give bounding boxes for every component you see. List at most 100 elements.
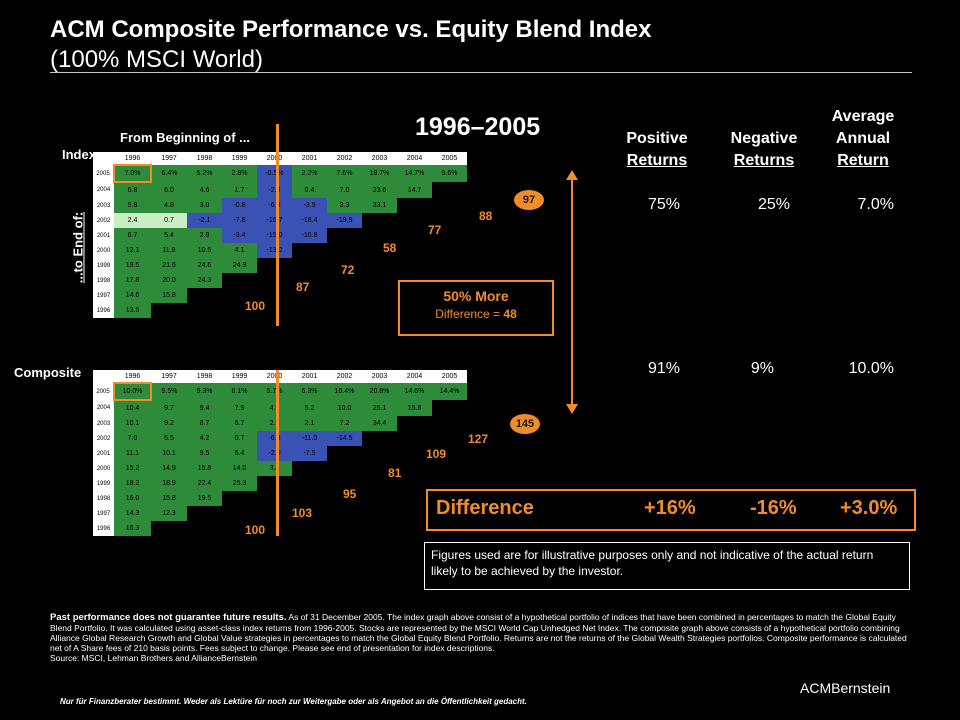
grid-cell: 14.7% — [397, 165, 432, 182]
index-count-97-badge: 97 — [514, 190, 544, 210]
brand-logo: ACMBernstein — [800, 680, 891, 696]
grid-row: 2002 7.0 5.5 4.2 0.7 -6.3 -11.0 -14.5 — [93, 431, 467, 446]
grid-cell: 25.3 — [222, 476, 257, 491]
grid-cell — [362, 491, 397, 506]
grid-cell — [397, 476, 432, 491]
grid-cell: 9.7 — [151, 400, 187, 416]
grid-cell — [432, 258, 467, 273]
grid-cell — [362, 476, 397, 491]
composite-count-81: 81 — [388, 466, 402, 480]
grid-cell — [327, 506, 362, 521]
grid-row-header: 1999 — [93, 258, 114, 273]
grid-cell — [432, 446, 467, 461]
grid-cell: 20.8% — [362, 383, 397, 400]
grid-year-header: 2003 — [362, 370, 397, 383]
grid-row-header: 2004 — [93, 182, 114, 198]
index-label: Index — [62, 147, 96, 162]
grid-cell — [257, 476, 292, 491]
grid-cell: 4.1 — [222, 243, 257, 258]
negative-returns-header: Negative Returns — [730, 130, 798, 169]
grid-cell — [432, 288, 467, 303]
grid-cell: 24.6 — [187, 258, 222, 273]
grid-year-header: 2002 — [327, 152, 362, 165]
grid-cell: -16.8 — [292, 228, 327, 243]
composite-count-127: 127 — [468, 432, 489, 446]
grid-cell: 2.5 — [257, 416, 292, 431]
grid-cell: -2.4 — [257, 182, 292, 198]
grid-row-header: 1998 — [93, 273, 114, 288]
grid-cell: 6.4% — [151, 165, 187, 182]
grid-cell: 1.7 — [222, 182, 257, 198]
grid-row-header: 2001 — [93, 446, 114, 461]
grid-cell: 11.1 — [114, 446, 151, 461]
grid-cell — [362, 243, 397, 258]
grid-cell: 5.2 — [292, 400, 327, 416]
grid-cell: 10.0% — [113, 382, 152, 401]
grid-cell — [292, 476, 327, 491]
grid-cell — [362, 431, 397, 446]
grid-cell: 16.0 — [114, 491, 151, 506]
grid-cell: 6.7 — [222, 416, 257, 431]
grid-cell — [362, 521, 397, 536]
grid-cell — [397, 521, 432, 536]
grid-year-header: 1999 — [222, 370, 257, 383]
grid-cell: -0.8 — [222, 198, 257, 213]
grid-row-header: 2005 — [93, 165, 114, 182]
composite-positive-returns: 91% — [647, 360, 680, 377]
index-average-return: 7.0% — [857, 196, 894, 213]
grid-cell: 10.1 — [114, 416, 151, 431]
grid-year-header: 2005 — [432, 370, 467, 383]
grid-cell — [222, 506, 257, 521]
grid-cell — [151, 521, 187, 536]
difference-average: +3.0% — [840, 497, 898, 519]
grid-cell: 12.3 — [151, 506, 187, 521]
grid-row: 1997 14.6 15.8 — [93, 288, 467, 303]
grid-row-header: 2001 — [93, 228, 114, 243]
index-grid: 1996 1997 1998 1999 2000 2001 2002 2003 2004 2005… — [93, 152, 467, 318]
grid-year-header: 1996 — [114, 370, 151, 383]
grid-cell: 4.8 — [151, 198, 187, 213]
grid-cell — [432, 228, 467, 243]
grid-cell: 4.6 — [187, 182, 222, 198]
grid-row: 2001 11.1 10.1 9.5 6.4 -2.0 -7.5 — [93, 446, 467, 461]
page-subtitle: (100% MSCI World) — [50, 46, 263, 73]
grid-row: 2003 10.1 9.2 8.7 6.7 2.5 2.1 7.2 34.4 — [93, 416, 467, 431]
grid-cell: 18.9 — [151, 476, 187, 491]
grid-cell: -19.9 — [327, 213, 362, 228]
grid-cell — [397, 416, 432, 431]
grid-year-header: 2003 — [362, 152, 397, 165]
grid-cell: -6.3 — [257, 431, 292, 446]
grid-cell — [327, 228, 362, 243]
title-divider — [50, 72, 912, 73]
grid-cell — [397, 431, 432, 446]
grid-cell — [292, 258, 327, 273]
grid-cell — [432, 476, 467, 491]
grid-cell: 11.8 — [151, 243, 187, 258]
grid-year-header: 2004 — [397, 152, 432, 165]
grid-cell: -13.2 — [257, 243, 292, 258]
grid-cell — [397, 446, 432, 461]
grid-cell: 10.1 — [151, 446, 187, 461]
grid-cell: -3.4 — [222, 228, 257, 243]
grid-cell: 10.4% — [327, 383, 362, 400]
grid-corner — [93, 370, 114, 383]
grid-cell — [432, 400, 467, 416]
grid-row-header: 2002 — [93, 213, 114, 228]
grid-cell: -11.0 — [292, 431, 327, 446]
grid-row: 2005 7.0% 6.4% 5.2% 2.8% -0.5% 2.2% 7.6% 18.7% 14… — [93, 164, 467, 183]
composite-label: Composite — [14, 365, 82, 380]
grid-cell — [222, 303, 257, 318]
grid-row: 1996 16.3 — [93, 521, 467, 536]
grid-row: 1998 16.0 15.8 19.5 — [93, 491, 467, 506]
grid-cell — [327, 273, 362, 288]
grid-cell — [432, 521, 467, 536]
grid-cell: 14.6% — [397, 383, 432, 400]
grid-year-header: 2001 — [292, 152, 327, 165]
grid-cell — [397, 198, 432, 213]
grid-cell — [362, 506, 397, 521]
grid-cell — [292, 243, 327, 258]
grid-cell — [362, 446, 397, 461]
grid-cell: -2.0 — [257, 446, 292, 461]
grid-cell — [257, 258, 292, 273]
grid-cell: 9.6% — [432, 165, 467, 182]
